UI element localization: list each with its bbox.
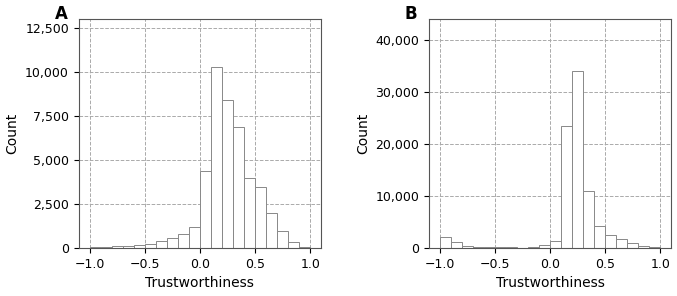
Bar	[572, 71, 584, 248]
Y-axis label: Count: Count	[356, 113, 370, 154]
Bar	[495, 247, 506, 248]
Bar	[112, 246, 123, 248]
Bar	[288, 242, 299, 248]
Bar	[134, 245, 145, 248]
Bar	[145, 244, 156, 248]
Bar	[277, 231, 288, 248]
Bar	[156, 242, 167, 248]
Bar	[605, 235, 616, 248]
Bar	[299, 247, 310, 248]
Bar	[628, 244, 638, 248]
Bar	[473, 247, 484, 248]
Bar	[211, 67, 222, 248]
X-axis label: Trustworthiness: Trustworthiness	[146, 276, 255, 290]
Bar	[451, 242, 462, 248]
Bar	[189, 227, 200, 248]
Bar	[440, 237, 451, 248]
Bar	[594, 226, 605, 248]
Bar	[222, 100, 233, 248]
Bar	[584, 191, 594, 248]
Bar	[167, 239, 178, 248]
Bar	[90, 247, 101, 248]
Bar	[616, 239, 628, 248]
Bar	[550, 241, 561, 248]
Bar	[561, 126, 572, 248]
Bar	[638, 246, 649, 248]
Text: B: B	[405, 6, 418, 23]
Bar	[123, 246, 134, 248]
Bar	[506, 247, 517, 248]
Bar	[244, 178, 255, 248]
Text: A: A	[54, 6, 67, 23]
X-axis label: Trustworthiness: Trustworthiness	[496, 276, 605, 290]
Y-axis label: Count: Count	[5, 113, 20, 154]
Bar	[517, 247, 528, 248]
Bar	[233, 127, 244, 248]
Bar	[200, 171, 211, 248]
Bar	[649, 247, 661, 248]
Bar	[462, 246, 473, 248]
Bar	[539, 245, 550, 248]
Bar	[101, 247, 112, 248]
Bar	[484, 247, 495, 248]
Bar	[255, 186, 266, 248]
Bar	[266, 213, 277, 248]
Bar	[528, 247, 539, 248]
Bar	[178, 234, 189, 248]
